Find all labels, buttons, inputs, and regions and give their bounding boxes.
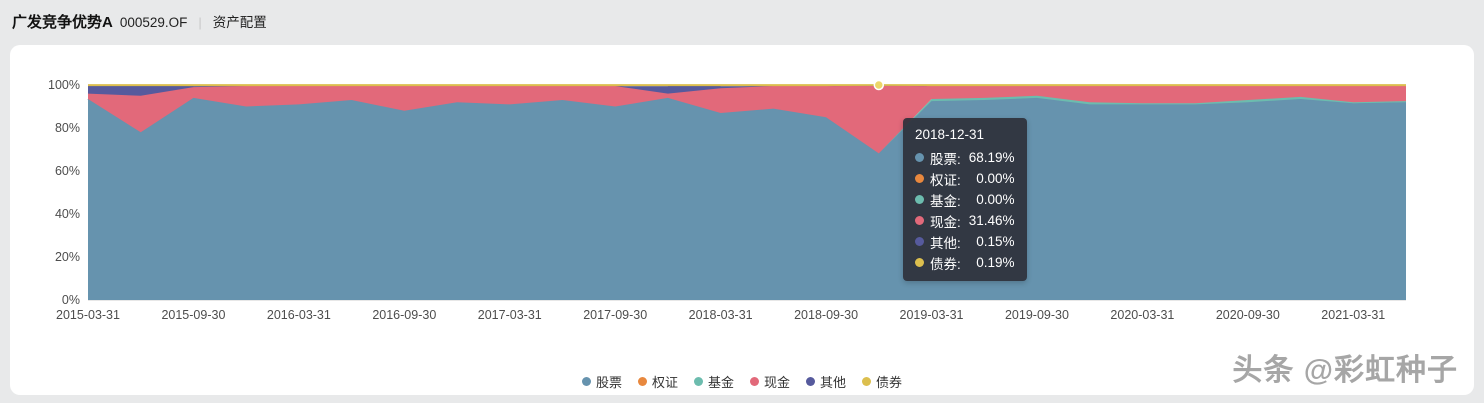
x-tick-label: 2019-03-31 xyxy=(900,308,964,322)
legend-color-dot xyxy=(637,377,647,386)
legend-label: 债券 xyxy=(876,375,903,390)
x-tick-label: 2016-03-31 xyxy=(267,308,331,322)
tooltip-row: 权证: 0.00% xyxy=(915,168,1015,189)
page-header: 广发竞争优势A 000529.OF | 资产配置 xyxy=(12,11,267,32)
x-tick-label: 2018-09-30 xyxy=(794,308,858,322)
chart-tooltip: 2018-12-31 股票: 68.19% 权证: 0.00% 基金: 0.00% 现金: 3… xyxy=(903,118,1027,281)
highlight-marker xyxy=(873,79,885,91)
legend-color-dot xyxy=(806,377,816,386)
fund-code: 000529.OF xyxy=(119,15,188,30)
tooltip-series-value: 0.00% xyxy=(976,192,1015,207)
tooltip-series-label: 债券: xyxy=(930,256,961,272)
chart-legend: 股票 权证 基金 现金 其他 债券 xyxy=(10,372,1474,391)
tooltip-series-label: 基金: xyxy=(930,193,961,209)
y-tick-label: 80% xyxy=(55,121,80,135)
section-title-asset-allocation: 资产配置 xyxy=(212,15,267,30)
legend-item-股票[interactable]: 股票 xyxy=(581,372,622,391)
tooltip-series-value: 0.00% xyxy=(976,171,1015,186)
legend-item-现金[interactable]: 现金 xyxy=(750,372,790,391)
x-tick-label: 2019-09-30 xyxy=(1005,308,1069,322)
legend-item-权证[interactable]: 权证 xyxy=(637,372,678,391)
fund-name: 广发竞争优势A xyxy=(12,14,113,31)
header-separator: | xyxy=(198,15,202,30)
legend-label: 现金 xyxy=(764,375,791,390)
tooltip-row: 股票: 68.19% xyxy=(915,147,1015,168)
series-color-dot xyxy=(915,174,924,183)
legend-color-dot xyxy=(750,377,759,386)
x-tick-label: 2017-09-30 xyxy=(583,308,647,322)
series-color-dot xyxy=(915,237,924,246)
x-tick-label: 2018-03-31 xyxy=(689,308,753,322)
series-color-dot xyxy=(915,216,924,225)
chart-card: 0% 20% 40% 60% 80% 100% 2015-03-31 2015-09-30 20… xyxy=(10,45,1474,395)
tooltip-row: 基金: 0.00% xyxy=(915,189,1015,210)
tooltip-series-label: 现金: xyxy=(930,214,961,230)
x-tick-label: 2015-03-31 xyxy=(56,308,120,322)
legend-color-dot xyxy=(693,377,703,386)
y-tick-label: 0% xyxy=(62,293,80,307)
tooltip-date: 2018-12-31 xyxy=(915,127,985,142)
tooltip-series-label: 股票: xyxy=(930,151,961,167)
y-tick-label: 60% xyxy=(55,164,80,178)
legend-color-dot xyxy=(862,377,872,386)
tooltip-rows: 股票: 68.19% 权证: 0.00% 基金: 0.00% 现金: 31.46% 其他: 0.1… xyxy=(915,147,1015,273)
x-tick-label: 2016-09-30 xyxy=(372,308,436,322)
tooltip-series-value: 68.19% xyxy=(968,150,1015,165)
series-color-dot xyxy=(915,258,924,267)
asset-allocation-area-chart[interactable]: 0% 20% 40% 60% 80% 100% 2015-03-31 2015-09-30 20… xyxy=(10,45,1474,335)
legend-color-dot xyxy=(581,377,591,386)
y-tick-label: 100% xyxy=(48,78,80,92)
legend-item-其他[interactable]: 其他 xyxy=(806,372,846,391)
legend-label: 股票 xyxy=(595,375,622,390)
y-tick-label: 20% xyxy=(55,250,80,264)
watermark: 头条 @彩虹种子 xyxy=(1232,354,1458,387)
tooltip-series-value: 31.46% xyxy=(968,213,1015,228)
tooltip-series-label: 其他: xyxy=(930,235,961,251)
tooltip-series-label: 权证: xyxy=(930,172,961,188)
legend-item-基金[interactable]: 基金 xyxy=(693,372,734,391)
area-series-股票[interactable] xyxy=(88,97,1406,301)
y-tick-label: 40% xyxy=(55,207,80,221)
area-series-现金[interactable] xyxy=(88,85,1406,154)
tooltip-row: 债券: 0.19% xyxy=(915,252,1015,273)
x-tick-label: 2017-03-31 xyxy=(478,308,542,322)
tooltip-series-value: 0.15% xyxy=(976,234,1015,249)
legend-item-债券[interactable]: 债券 xyxy=(862,372,902,391)
legend-label: 其他 xyxy=(820,375,847,390)
legend-label: 权证 xyxy=(651,375,678,390)
tooltip-row: 现金: 31.46% xyxy=(915,210,1015,231)
x-tick-label: 2020-03-31 xyxy=(1110,308,1174,322)
x-tick-label: 2021-03-31 xyxy=(1321,308,1385,322)
area-series-其他[interactable] xyxy=(88,85,1406,96)
legend-label: 基金 xyxy=(707,375,734,390)
tooltip-row: 其他: 0.15% xyxy=(915,231,1015,252)
x-tick-label: 2015-09-30 xyxy=(161,308,225,322)
series-color-dot xyxy=(915,195,924,204)
x-tick-label: 2020-09-30 xyxy=(1216,308,1280,322)
tooltip-series-value: 0.19% xyxy=(976,255,1015,270)
series-color-dot xyxy=(915,153,924,162)
